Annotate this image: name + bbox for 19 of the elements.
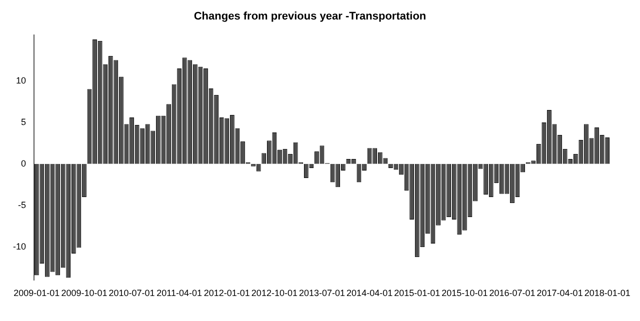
y-tick-label: -10 — [12, 241, 26, 252]
x-tick-label: 2009-10-01 — [61, 288, 108, 298]
x-tick-label: 2009-01-01 — [14, 288, 60, 298]
y-tick-label: 5 — [20, 116, 26, 127]
y-tick-label: -5 — [18, 200, 26, 210]
x-tick-label: 2015-01-01 — [394, 288, 440, 298]
x-tick-label: 2016-07-01 — [489, 288, 536, 298]
x-tick-label: 2012-10-01 — [251, 288, 298, 298]
x-tick-label: 2010-07-01 — [108, 288, 155, 298]
y-tick-label: 10 — [16, 75, 26, 86]
x-tick-label: 2011-04-01 — [156, 288, 202, 298]
y-tick-label: 0 — [20, 158, 26, 168]
x-tick-label: 2013-07-01 — [298, 288, 346, 298]
x-tick-label: 2012-01-01 — [204, 288, 250, 298]
x-tick-label: 2014-04-01 — [346, 288, 393, 298]
x-tick-label: 2018-01-01 — [584, 288, 630, 298]
x-tick-label: 2015-10-01 — [442, 288, 488, 298]
x-tick-label: 2017-04-01 — [536, 288, 583, 298]
chart-title: Changes from previous year -Transportation — [194, 10, 426, 23]
